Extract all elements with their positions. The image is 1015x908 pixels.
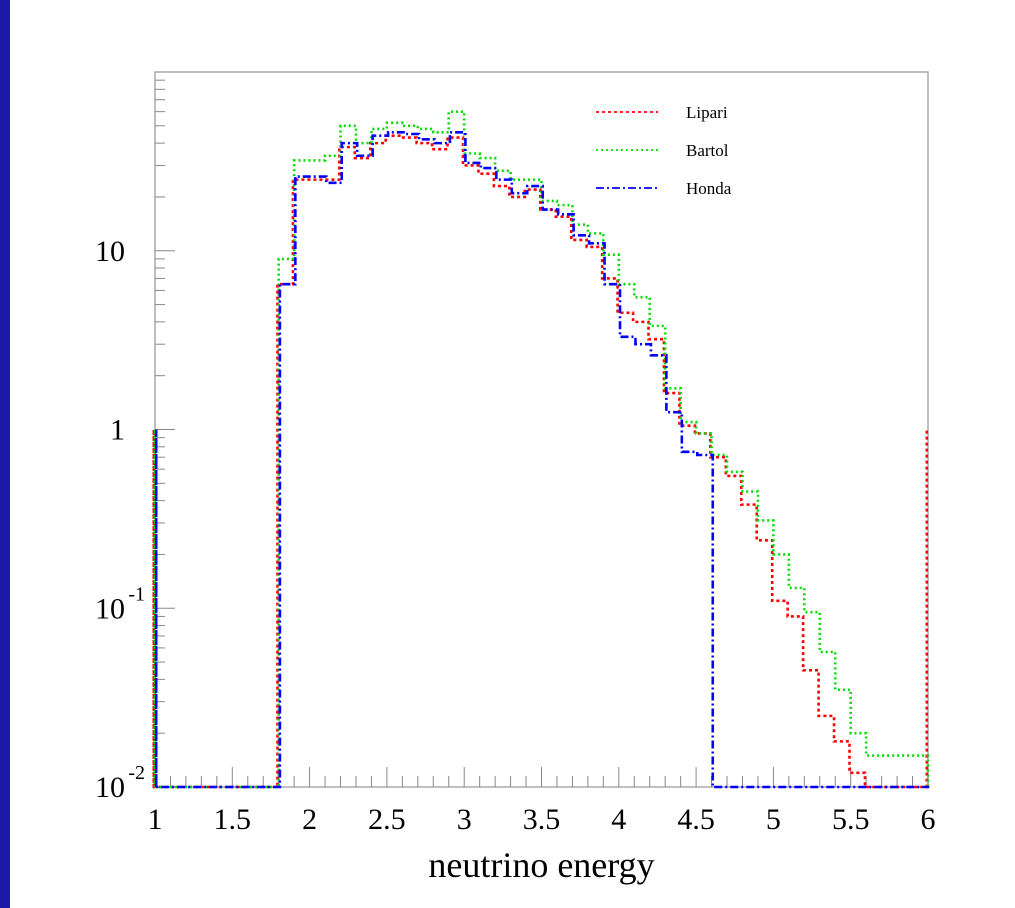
x-axis-label: neutrino energy xyxy=(428,845,654,885)
x-tick-label: 4.5 xyxy=(677,803,715,836)
x-tick-label: 6 xyxy=(921,803,936,836)
y-tick-exponent: -1 xyxy=(128,583,145,605)
y-tick-label: 10 xyxy=(95,771,125,804)
x-tick-label: 5 xyxy=(766,803,781,836)
x-tick-label: 3 xyxy=(457,803,472,836)
x-tick-label: 5.5 xyxy=(832,803,870,836)
y-tick-label: 1 xyxy=(110,414,125,447)
series-line-bartol xyxy=(153,110,930,789)
x-tick-label: 2 xyxy=(302,803,317,836)
plot-frame xyxy=(154,71,929,788)
x-tick-label: 3.5 xyxy=(523,803,561,836)
y-tick-label: 10 xyxy=(95,592,125,625)
legend: Lipari Bartol Honda xyxy=(596,103,732,198)
series-group xyxy=(152,110,930,789)
axis-ticks xyxy=(154,79,929,788)
x-tick-labels: 1 1.5 2 2.5 3 3.5 4 4.5 5 5.5 6 xyxy=(148,803,936,836)
x-tick-label: 1.5 xyxy=(214,803,252,836)
x-tick-label: 1 xyxy=(148,803,163,836)
legend-label: Honda xyxy=(686,179,732,198)
y-tick-label: 10 xyxy=(95,235,125,268)
legend-label: Lipari xyxy=(686,103,728,122)
y-tick-exponent: -2 xyxy=(128,762,145,784)
x-tick-label: 4 xyxy=(611,803,626,836)
legend-label: Bartol xyxy=(686,141,729,160)
chart-canvas: 1 1.5 2 2.5 3 3.5 4 4.5 5 5.5 6 10 1 10 -1 10 -2 neutri… xyxy=(10,0,1015,908)
series-line-honda xyxy=(154,130,930,789)
x-tick-label: 2.5 xyxy=(368,803,406,836)
series-line-lipari xyxy=(152,134,929,789)
